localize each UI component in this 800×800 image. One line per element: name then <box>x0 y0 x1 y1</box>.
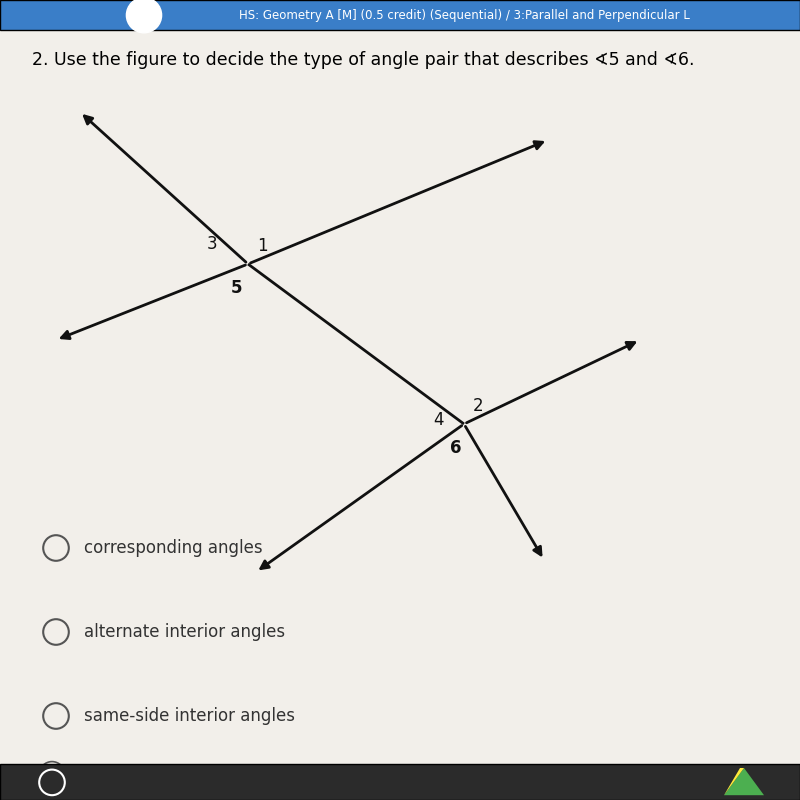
Text: 4: 4 <box>433 411 444 429</box>
Text: 2. Use the figure to decide the type of angle pair that describes ∢5 and ∢6.: 2. Use the figure to decide the type of … <box>32 51 694 69</box>
Text: HS: Geometry A [M] (0.5 credit) (Sequential) / 3:Parallel and Perpendicular L: HS: Geometry A [M] (0.5 credit) (Sequent… <box>238 9 690 22</box>
FancyBboxPatch shape <box>0 764 800 800</box>
Text: 1: 1 <box>257 238 268 255</box>
Text: same-side interior angles: same-side interior angles <box>84 707 295 725</box>
Circle shape <box>126 0 162 33</box>
Polygon shape <box>724 768 764 795</box>
Text: 5: 5 <box>230 279 242 297</box>
Text: alternate interior angles: alternate interior angles <box>84 623 285 641</box>
Text: 2: 2 <box>473 398 484 415</box>
Polygon shape <box>724 768 744 795</box>
Text: corresponding angles: corresponding angles <box>84 539 262 557</box>
Text: 6: 6 <box>450 439 462 457</box>
Text: 3: 3 <box>206 235 218 253</box>
FancyBboxPatch shape <box>0 0 800 30</box>
